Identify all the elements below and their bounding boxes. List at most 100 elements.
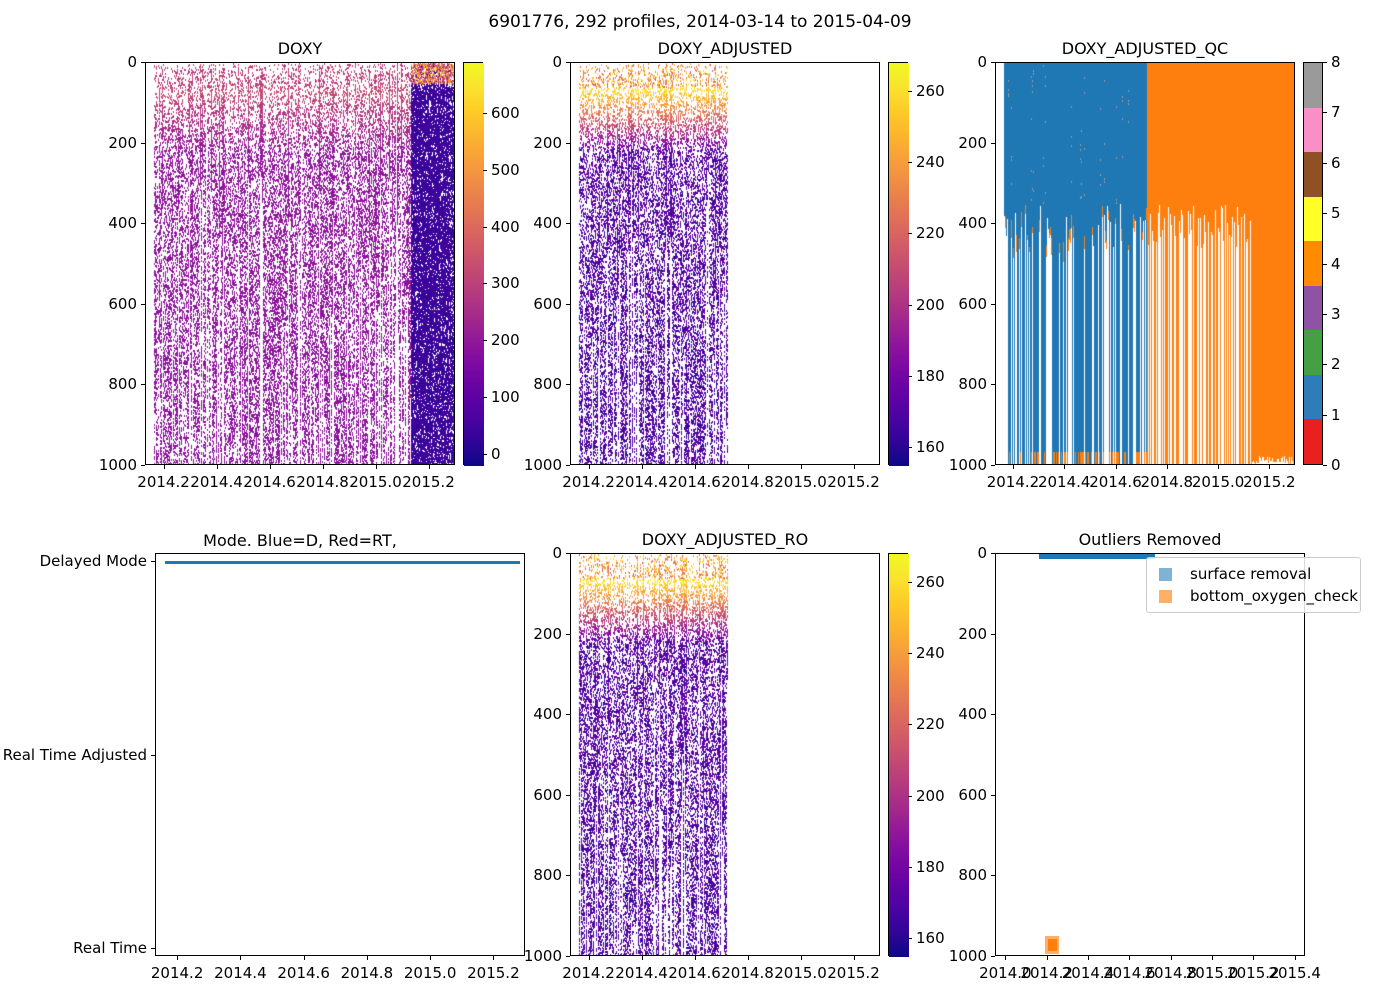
qc-colorbar-segment-6: [1304, 152, 1322, 197]
colorbar-tick-label: 1: [1331, 405, 1341, 424]
qc-colorbar-segment-3: [1304, 285, 1322, 331]
x-tick-label: 2015.0: [1185, 964, 1239, 982]
x-tickmark: [240, 956, 242, 960]
x-tick-label: 2014.6: [668, 964, 721, 982]
doxy-adjusted-title: DOXY_ADJUSTED: [657, 39, 793, 58]
x-tickmark: [641, 465, 643, 469]
colorbar-tick-label: 500: [491, 160, 520, 179]
doxy-adjusted-ro-colorbar: [888, 553, 909, 957]
x-tick-label: 2014.6: [277, 964, 330, 982]
legend-item-bottom-oxygen-check[interactable]: bottom_oxygen_check: [1155, 585, 1358, 607]
y-tickmark: [566, 794, 570, 796]
x-tickmark: [747, 956, 749, 960]
doxy-adjusted-ro-axes: [570, 553, 880, 956]
doxy-axes: [145, 62, 455, 465]
y-tickmark: [151, 754, 155, 756]
colorbar-tickmark: [908, 447, 912, 449]
y-tick-label: 200: [533, 624, 562, 643]
qc-colorbar-segment-4: [1304, 241, 1322, 286]
y-tickmark: [991, 956, 995, 957]
qc-colorbar-segment-2: [1304, 330, 1322, 375]
y-tickmark: [991, 553, 995, 554]
x-tickmark: [1166, 465, 1168, 469]
y-tickmark: [991, 384, 995, 386]
mode-axes: [155, 553, 525, 956]
y-tick-label: 600: [533, 294, 562, 313]
qc-colorbar-segment-7: [1304, 107, 1322, 153]
x-tickmark: [694, 956, 696, 960]
y-tickmark: [991, 223, 995, 225]
y-tick-label: 800: [958, 375, 987, 394]
x-tickmark: [163, 465, 165, 469]
x-tick-label: 2014.8: [1144, 964, 1197, 982]
x-tick-label: 2014.6: [1103, 964, 1156, 982]
x-tick-label: 2015.0: [774, 964, 827, 982]
doxy-adjusted-ro-data-layer: [571, 554, 879, 955]
colorbar-tickmark: [483, 169, 487, 171]
figure-suptitle: 6901776, 292 profiles, 2014-03-14 to 201…: [488, 12, 912, 32]
colorbar-tickmark: [908, 90, 912, 92]
x-tickmark: [853, 956, 855, 960]
colorbar-tick-label: 600: [491, 104, 520, 123]
x-tickmark: [1269, 465, 1271, 469]
x-tickmark: [588, 956, 590, 960]
x-tick-label: 2014.4: [1037, 473, 1091, 491]
colorbar-tick-label: 2: [1331, 355, 1341, 374]
colorbar-tick-label: 0: [1331, 456, 1341, 474]
x-tick-label: 2015.0: [774, 473, 827, 491]
y-tick-label: 400: [958, 705, 987, 724]
x-tickmark: [493, 956, 495, 960]
legend-item-surface-removal[interactable]: surface removal: [1155, 563, 1352, 585]
doxy-adjusted-qc-axes: [995, 62, 1295, 465]
y-tickmark: [566, 62, 570, 63]
colorbar-tick-label: 240: [916, 152, 945, 171]
colorbar-tickmark: [908, 161, 912, 163]
colorbar-tickmark: [908, 375, 912, 377]
doxy-adjusted-ro-title: DOXY_ADJUSTED_RO: [641, 530, 809, 549]
x-tickmark: [1115, 465, 1117, 469]
x-tick-label: 2015.0: [349, 473, 402, 491]
qc-colorbar-segment-8: [1304, 63, 1322, 108]
y-tick-label: 400: [108, 214, 137, 233]
y-tickmark: [991, 633, 995, 635]
y-tickmark: [991, 465, 995, 466]
y-tickmark: [141, 62, 145, 63]
x-tickmark: [303, 956, 305, 960]
doxy-adjusted-data-layer: [571, 63, 879, 464]
x-tickmark: [1170, 956, 1172, 960]
colorbar-tick-label: 300: [491, 274, 520, 293]
colorbar-tick-label: 200: [916, 786, 945, 805]
doxy-colorbar: [463, 62, 484, 466]
colorbar-tickmark: [908, 724, 912, 726]
x-tickmark: [322, 465, 324, 469]
doxy-adjusted-ro-colorbar-gradient: [889, 554, 909, 957]
x-tick-label: 2014.4: [214, 964, 267, 982]
colorbar-tick-label: 260: [916, 572, 945, 591]
mode-delayed-mode-line: [165, 560, 520, 564]
y-tickmark: [151, 947, 155, 949]
y-tickmark: [141, 223, 145, 225]
colorbar-tickmark: [1323, 162, 1327, 164]
y-tick-label: 200: [958, 133, 987, 152]
y-tick-label: 0: [977, 544, 987, 562]
x-tickmark: [1005, 956, 1007, 960]
x-tick-label: 2014.6: [668, 473, 721, 491]
colorbar-tick-label: 8: [1331, 53, 1341, 71]
colorbar-tickmark: [483, 283, 487, 285]
y-tick-label: 1000: [948, 456, 987, 474]
x-tickmark: [747, 465, 749, 469]
doxy-title: DOXY: [277, 39, 323, 58]
x-tickmark: [1046, 956, 1048, 960]
colorbar-tickmark: [1323, 364, 1327, 366]
doxy-adjusted-colorbar: [888, 62, 909, 466]
doxy-adjusted-qc-colorbar: [1303, 62, 1323, 465]
x-tick-label: 2014.4: [615, 473, 668, 491]
y-tickmark: [566, 303, 570, 305]
colorbar-tickmark: [483, 453, 487, 455]
colorbar-tick-label: 6: [1331, 153, 1341, 172]
y-tickmark: [991, 62, 995, 63]
x-tick-label: 2014.8: [721, 964, 774, 982]
doxy-colorbar-gradient: [464, 63, 484, 466]
y-tickmark: [991, 794, 995, 796]
qc-colorbar-segment-0: [1304, 419, 1322, 464]
